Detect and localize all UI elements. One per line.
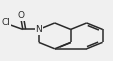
Text: Cl: Cl xyxy=(1,18,10,27)
Text: N: N xyxy=(35,25,42,34)
Text: O: O xyxy=(17,11,24,20)
